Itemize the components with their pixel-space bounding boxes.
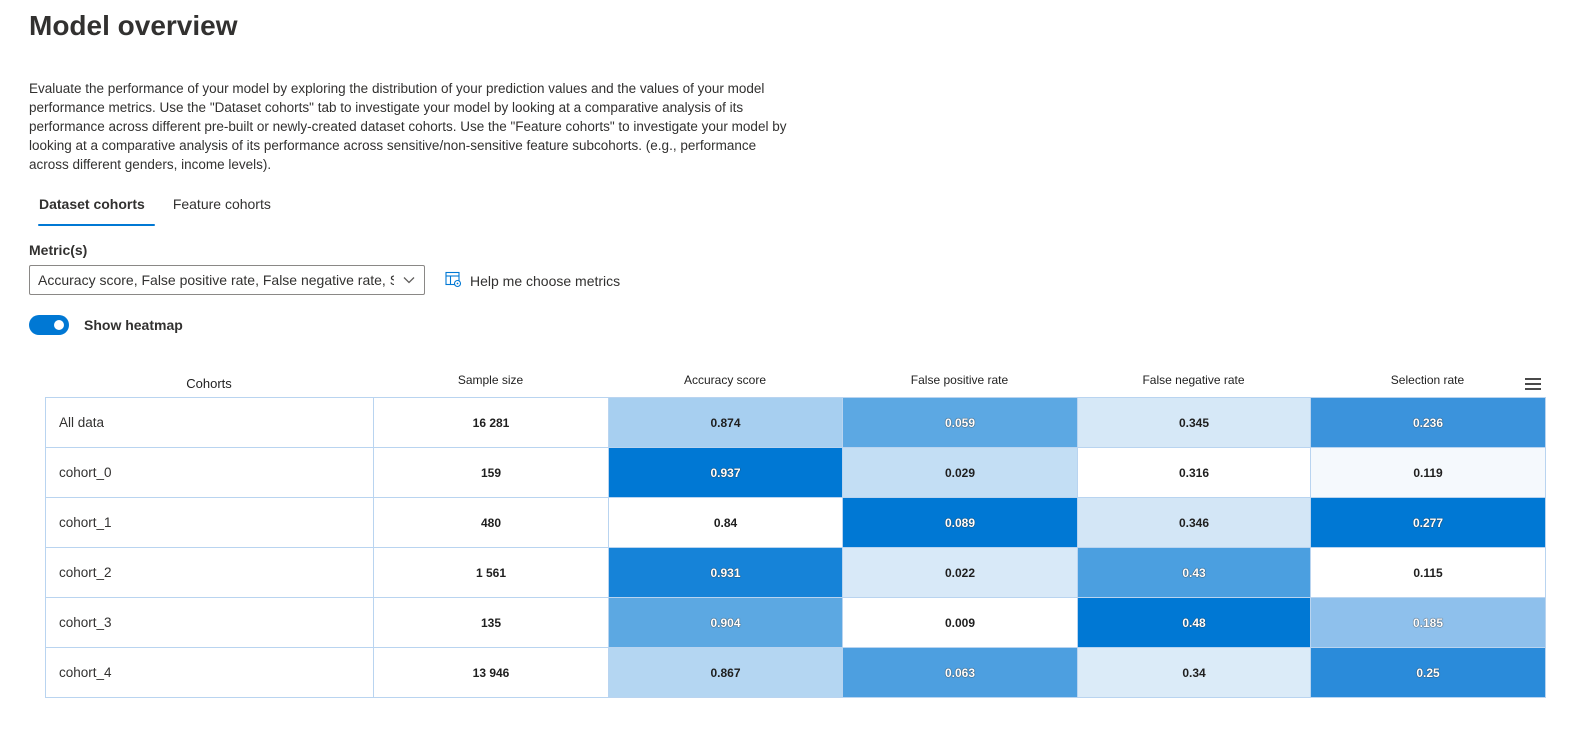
table-row: cohort_2 1 561 0.931 0.022 0.43 0.115 [45,547,1546,598]
false-negative-rate-cell: 0.316 [1077,447,1311,498]
false-negative-rate-cell: 0.48 [1077,597,1311,648]
page-title: Model overview [29,10,238,41]
table-settings-icon [445,271,470,291]
accuracy-score-cell: 0.874 [608,397,843,448]
metrics-selected-value: Accuracy score, False positive rate, Fal… [38,272,394,288]
table-row: cohort_4 13 946 0.867 0.063 0.34 0.25 [45,647,1546,698]
column-header-cohorts: Cohorts [186,376,232,391]
cohort-tabs: Dataset cohorts Feature cohorts [29,188,289,226]
chevron-down-icon [402,273,416,290]
selection-rate-cell: 0.277 [1310,497,1546,548]
sample-size-cell: 16 281 [373,397,609,448]
column-header-false-positive-rate: False positive rate [910,373,1009,387]
sample-size-cell: 1 561 [373,547,609,598]
false-positive-rate-cell: 0.029 [842,447,1078,498]
column-header-false-negative-rate: False negative rate [1142,373,1245,387]
metrics-label: Metric(s) [29,242,88,258]
false-positive-rate-cell: 0.089 [842,497,1078,548]
column-header-accuracy-score: Accuracy score [683,373,767,387]
column-header-selection-rate: Selection rate [1390,373,1465,387]
cohort-name-cell: cohort_4 [45,647,374,698]
selection-rate-cell: 0.119 [1310,447,1546,498]
heatmap-toggle[interactable] [29,315,69,335]
sample-size-cell: 159 [373,447,609,498]
cohort-heatmap-table: All data 16 281 0.874 0.059 0.345 0.236 cohort… [45,397,1546,698]
selection-rate-cell: 0.25 [1310,647,1546,698]
table-row: cohort_1 480 0.84 0.089 0.346 0.277 [45,497,1546,548]
column-header-sample-size: Sample size [457,373,524,387]
table-row: cohort_0 159 0.937 0.029 0.316 0.119 [45,447,1546,498]
false-negative-rate-cell: 0.34 [1077,647,1311,698]
sample-size-cell: 480 [373,497,609,548]
selection-rate-cell: 0.236 [1310,397,1546,448]
metrics-dropdown[interactable]: Accuracy score, False positive rate, Fal… [29,265,425,295]
false-negative-rate-cell: 0.43 [1077,547,1311,598]
sample-size-cell: 13 946 [373,647,609,698]
table-row: All data 16 281 0.874 0.059 0.345 0.236 [45,397,1546,448]
help-choose-metrics-link[interactable]: Help me choose metrics [445,271,620,291]
cohort-name-cell: cohort_2 [45,547,374,598]
selection-rate-cell: 0.115 [1310,547,1546,598]
page-description: Evaluate the performance of your model b… [29,81,787,172]
hamburger-menu-icon[interactable] [1524,377,1542,396]
accuracy-score-cell: 0.84 [608,497,843,548]
false-positive-rate-cell: 0.063 [842,647,1078,698]
cohort-name-cell: cohort_1 [45,497,374,548]
false-positive-rate-cell: 0.059 [842,397,1078,448]
selection-rate-cell: 0.185 [1310,597,1546,648]
false-negative-rate-cell: 0.346 [1077,497,1311,548]
accuracy-score-cell: 0.931 [608,547,843,598]
toggle-knob [54,320,64,330]
cohort-name-cell: All data [45,397,374,448]
false-positive-rate-cell: 0.009 [842,597,1078,648]
accuracy-score-cell: 0.904 [608,597,843,648]
help-link-label: Help me choose metrics [470,273,621,289]
table-row: cohort_3 135 0.904 0.009 0.48 0.185 [45,597,1546,648]
sample-size-cell: 135 [373,597,609,648]
cohort-name-cell: cohort_3 [45,597,374,648]
tab-dataset-cohorts[interactable]: Dataset cohorts [29,188,155,226]
false-negative-rate-cell: 0.345 [1077,397,1311,448]
accuracy-score-cell: 0.867 [608,647,843,698]
false-positive-rate-cell: 0.022 [842,547,1078,598]
accuracy-score-cell: 0.937 [608,447,843,498]
heatmap-toggle-label: Show heatmap [84,317,183,333]
tab-feature-cohorts[interactable]: Feature cohorts [172,196,271,212]
cohort-name-cell: cohort_0 [45,447,374,498]
